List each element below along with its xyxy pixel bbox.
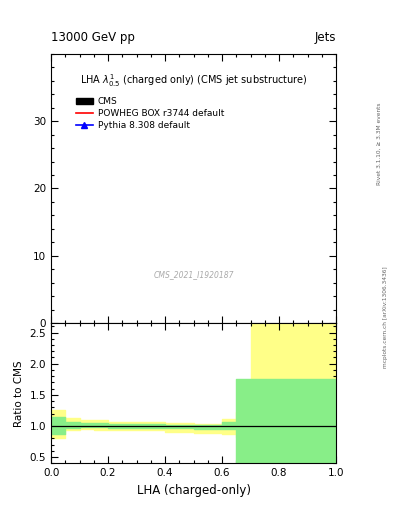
Text: Rivet 3.1.10, ≥ 3.3M events: Rivet 3.1.10, ≥ 3.3M events: [377, 102, 382, 185]
Legend: CMS, POWHEG BOX r3744 default, Pythia 8.308 default: CMS, POWHEG BOX r3744 default, Pythia 8.…: [73, 93, 228, 134]
Text: LHA $\lambda^{1}_{0.5}$ (charged only) (CMS jet substructure): LHA $\lambda^{1}_{0.5}$ (charged only) (…: [80, 73, 307, 90]
Y-axis label: Ratio to CMS: Ratio to CMS: [14, 360, 24, 426]
Text: 13000 GeV pp: 13000 GeV pp: [51, 31, 135, 44]
Text: Jets: Jets: [314, 31, 336, 44]
Text: mcplots.cern.ch [arXiv:1306.3436]: mcplots.cern.ch [arXiv:1306.3436]: [383, 267, 387, 368]
X-axis label: LHA (charged-only): LHA (charged-only): [136, 484, 251, 497]
Text: CMS_2021_I1920187: CMS_2021_I1920187: [153, 270, 234, 279]
